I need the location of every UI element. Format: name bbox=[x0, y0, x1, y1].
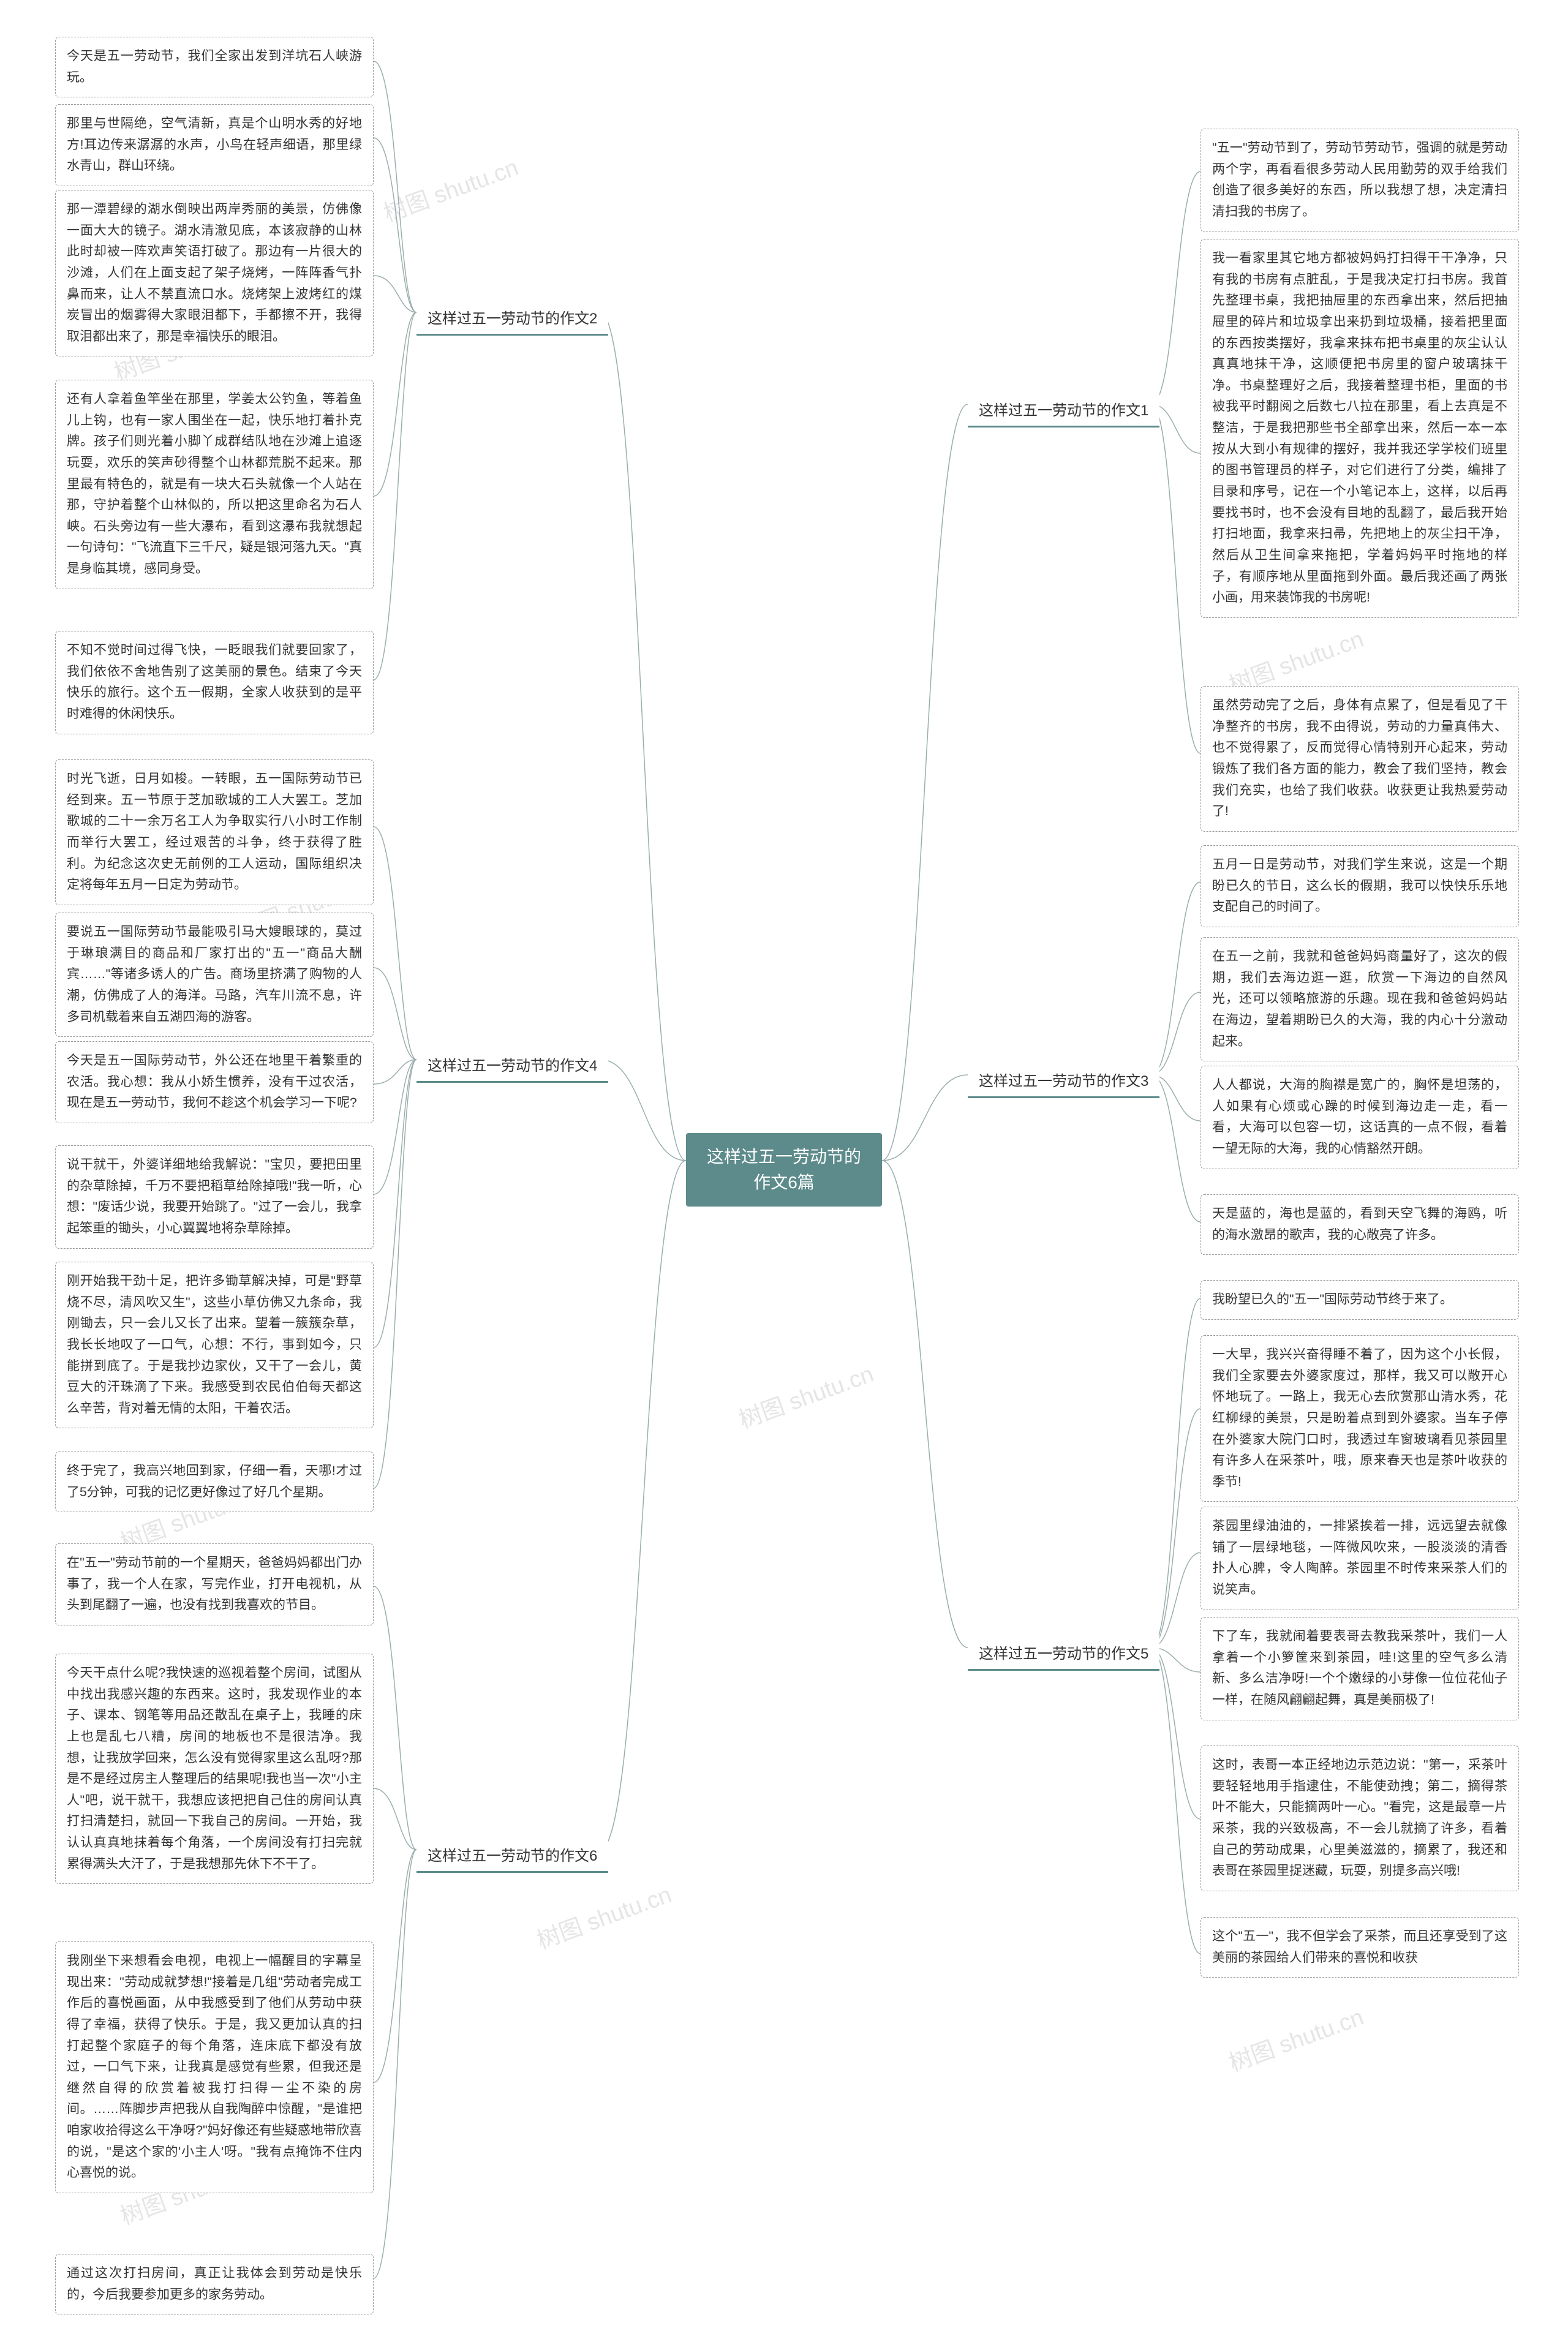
leaf-6-3: 我刚坐下来想看会电视，电视上一幅醒目的字幕呈现出来："劳动成就梦想!"接着是几组… bbox=[55, 1941, 374, 2193]
leaf-4-3: 今天是五一国际劳动节，外公还在地里干着繁重的农活。我心想：我从小娇生惯养，没有干… bbox=[55, 1041, 374, 1123]
leaf-2-3: 那一潭碧绿的湖水倒映出两岸秀丽的美景，仿佛像一面大大的镜子。湖水清澈见底，本该寂… bbox=[55, 190, 374, 356]
subnode-2: 这样过五一劳动节的作文2 bbox=[417, 300, 608, 336]
leaf-2-1: 今天是五一劳动节，我们全家出发到洋坑石人峡游玩。 bbox=[55, 37, 374, 97]
leaf-4-4: 说干就干，外婆详细地给我解说："宝贝，要把田里的杂草除掉，千万不要把稻草给除掉哦… bbox=[55, 1145, 374, 1249]
leaf-2-4: 还有人拿着鱼竿坐在那里，学姜太公钓鱼，等着鱼儿上钩，也有一家人围坐在一起，快乐地… bbox=[55, 380, 374, 589]
watermark: 树图 shutu.cn bbox=[379, 148, 522, 228]
leaf-5-2: 一大早，我兴兴奋得睡不着了，因为这个小长假，我们全家要去外婆家度过，那样，我又可… bbox=[1200, 1335, 1519, 1502]
leaf-2-5: 不知不觉时间过得飞快，一眨眼我们就要回家了，我们依依不舍地告别了这美丽的景色。结… bbox=[55, 631, 374, 734]
watermark: 树图 shutu.cn bbox=[532, 1875, 676, 1955]
leaf-3-3: 人人都说，大海的胸襟是宽广的，胸怀是坦荡的，人如果有心烦或心躁的时候到海边走一走… bbox=[1200, 1066, 1519, 1169]
leaf-4-6: 终于完了，我高兴地回到家，仔细一看，天哪!才过了5分钟，可我的记忆更好像过了好几… bbox=[55, 1452, 374, 1512]
subnode-4: 这样过五一劳动节的作文4 bbox=[417, 1047, 608, 1083]
leaf-4-1: 时光飞逝，日月如梭。一转眼，五一国际劳动节已经到来。五一节原于芝加歌城的工人大罢… bbox=[55, 759, 374, 905]
leaf-6-1: 在"五一"劳动节前的一个星期天，爸爸妈妈都出门办事了，我一个人在家，写完作业，打… bbox=[55, 1543, 374, 1625]
leaf-4-2: 要说五一国际劳动节最能吸引马大嫂眼球的，莫过于琳琅满目的商品和厂家打出的"五一"… bbox=[55, 913, 374, 1037]
leaf-1-3: 虽然劳动完了之后，身体有点累了，但是看见了干净整齐的书房，我不由得说，劳动的力量… bbox=[1200, 686, 1519, 832]
subnode-1: 这样过五一劳动节的作文1 bbox=[968, 392, 1159, 427]
leaf-1-2: 我一看家里其它地方都被妈妈打扫得干干净净，只有我的书房有点脏乱，于是我决定打扫书… bbox=[1200, 239, 1519, 618]
watermark: 树图 shutu.cn bbox=[1224, 1998, 1368, 2077]
subnode-3: 这样过五一劳动节的作文3 bbox=[968, 1063, 1159, 1098]
leaf-6-2: 今天干点什么呢?我快速的巡视着整个房间，试图从中找出我感兴趣的东西来。这时，我发… bbox=[55, 1654, 374, 1884]
leaf-5-3: 茶园里绿油油的，一排紧挨着一排，远远望去就像铺了一层绿地毯，一阵微风吹来，一股淡… bbox=[1200, 1507, 1519, 1610]
leaf-5-6: 这个"五一"，我不但学会了采茶，而且还享受到了这美丽的茶园给人们带来的喜悦和收获 bbox=[1200, 1917, 1519, 1978]
leaf-5-4: 下了车，我就闹着要表哥去教我采茶叶，我们一人拿着一个小箩筐来到茶园，哇!这里的空… bbox=[1200, 1617, 1519, 1720]
watermark: 树图 shutu.cn bbox=[734, 1355, 878, 1434]
subnode-6: 这样过五一劳动节的作文6 bbox=[417, 1837, 608, 1873]
leaf-2-2: 那里与世隔绝，空气清新，真是个山明水秀的好地方!耳边传来潺潺的水声，小鸟在轻声细… bbox=[55, 104, 374, 186]
leaf-5-1: 我盼望已久的"五一"国际劳动节终于来了。 bbox=[1200, 1280, 1519, 1320]
subnode-5: 这样过五一劳动节的作文5 bbox=[968, 1635, 1159, 1671]
leaf-5-5: 这时，表哥一本正经地边示范边说："第一，采茶叶要轻轻地用手指逮住，不能使劲拽；第… bbox=[1200, 1746, 1519, 1891]
leaf-3-1: 五月一日是劳动节，对我们学生来说，这是一个期盼已久的节日，这么长的假期，我可以快… bbox=[1200, 845, 1519, 927]
leaf-3-4: 天是蓝的，海也是蓝的，看到天空飞舞的海鸥，听的海水激昂的歌声，我的心敞亮了许多。 bbox=[1200, 1194, 1519, 1255]
leaf-6-4: 通过这次打扫房间，真正让我体会到劳动是快乐的，今后我要参加更多的家务劳动。 bbox=[55, 2254, 374, 2314]
leaf-4-5: 刚开始我干劲十足，把许多锄草解决掉，可是"野草烧不尽，清风吹又生"，这些小草仿佛… bbox=[55, 1262, 374, 1428]
leaf-3-2: 在五一之前，我就和爸爸妈妈商量好了，这次的假期，我们去海边逛一逛，欣赏一下海边的… bbox=[1200, 937, 1519, 1061]
center-node: 这样过五一劳动节的作文6篇 bbox=[686, 1133, 882, 1207]
leaf-1-1: "五一"劳动节到了，劳动节劳动节，强调的就是劳动两个字，再看看很多劳动人民用勤劳… bbox=[1200, 129, 1519, 232]
